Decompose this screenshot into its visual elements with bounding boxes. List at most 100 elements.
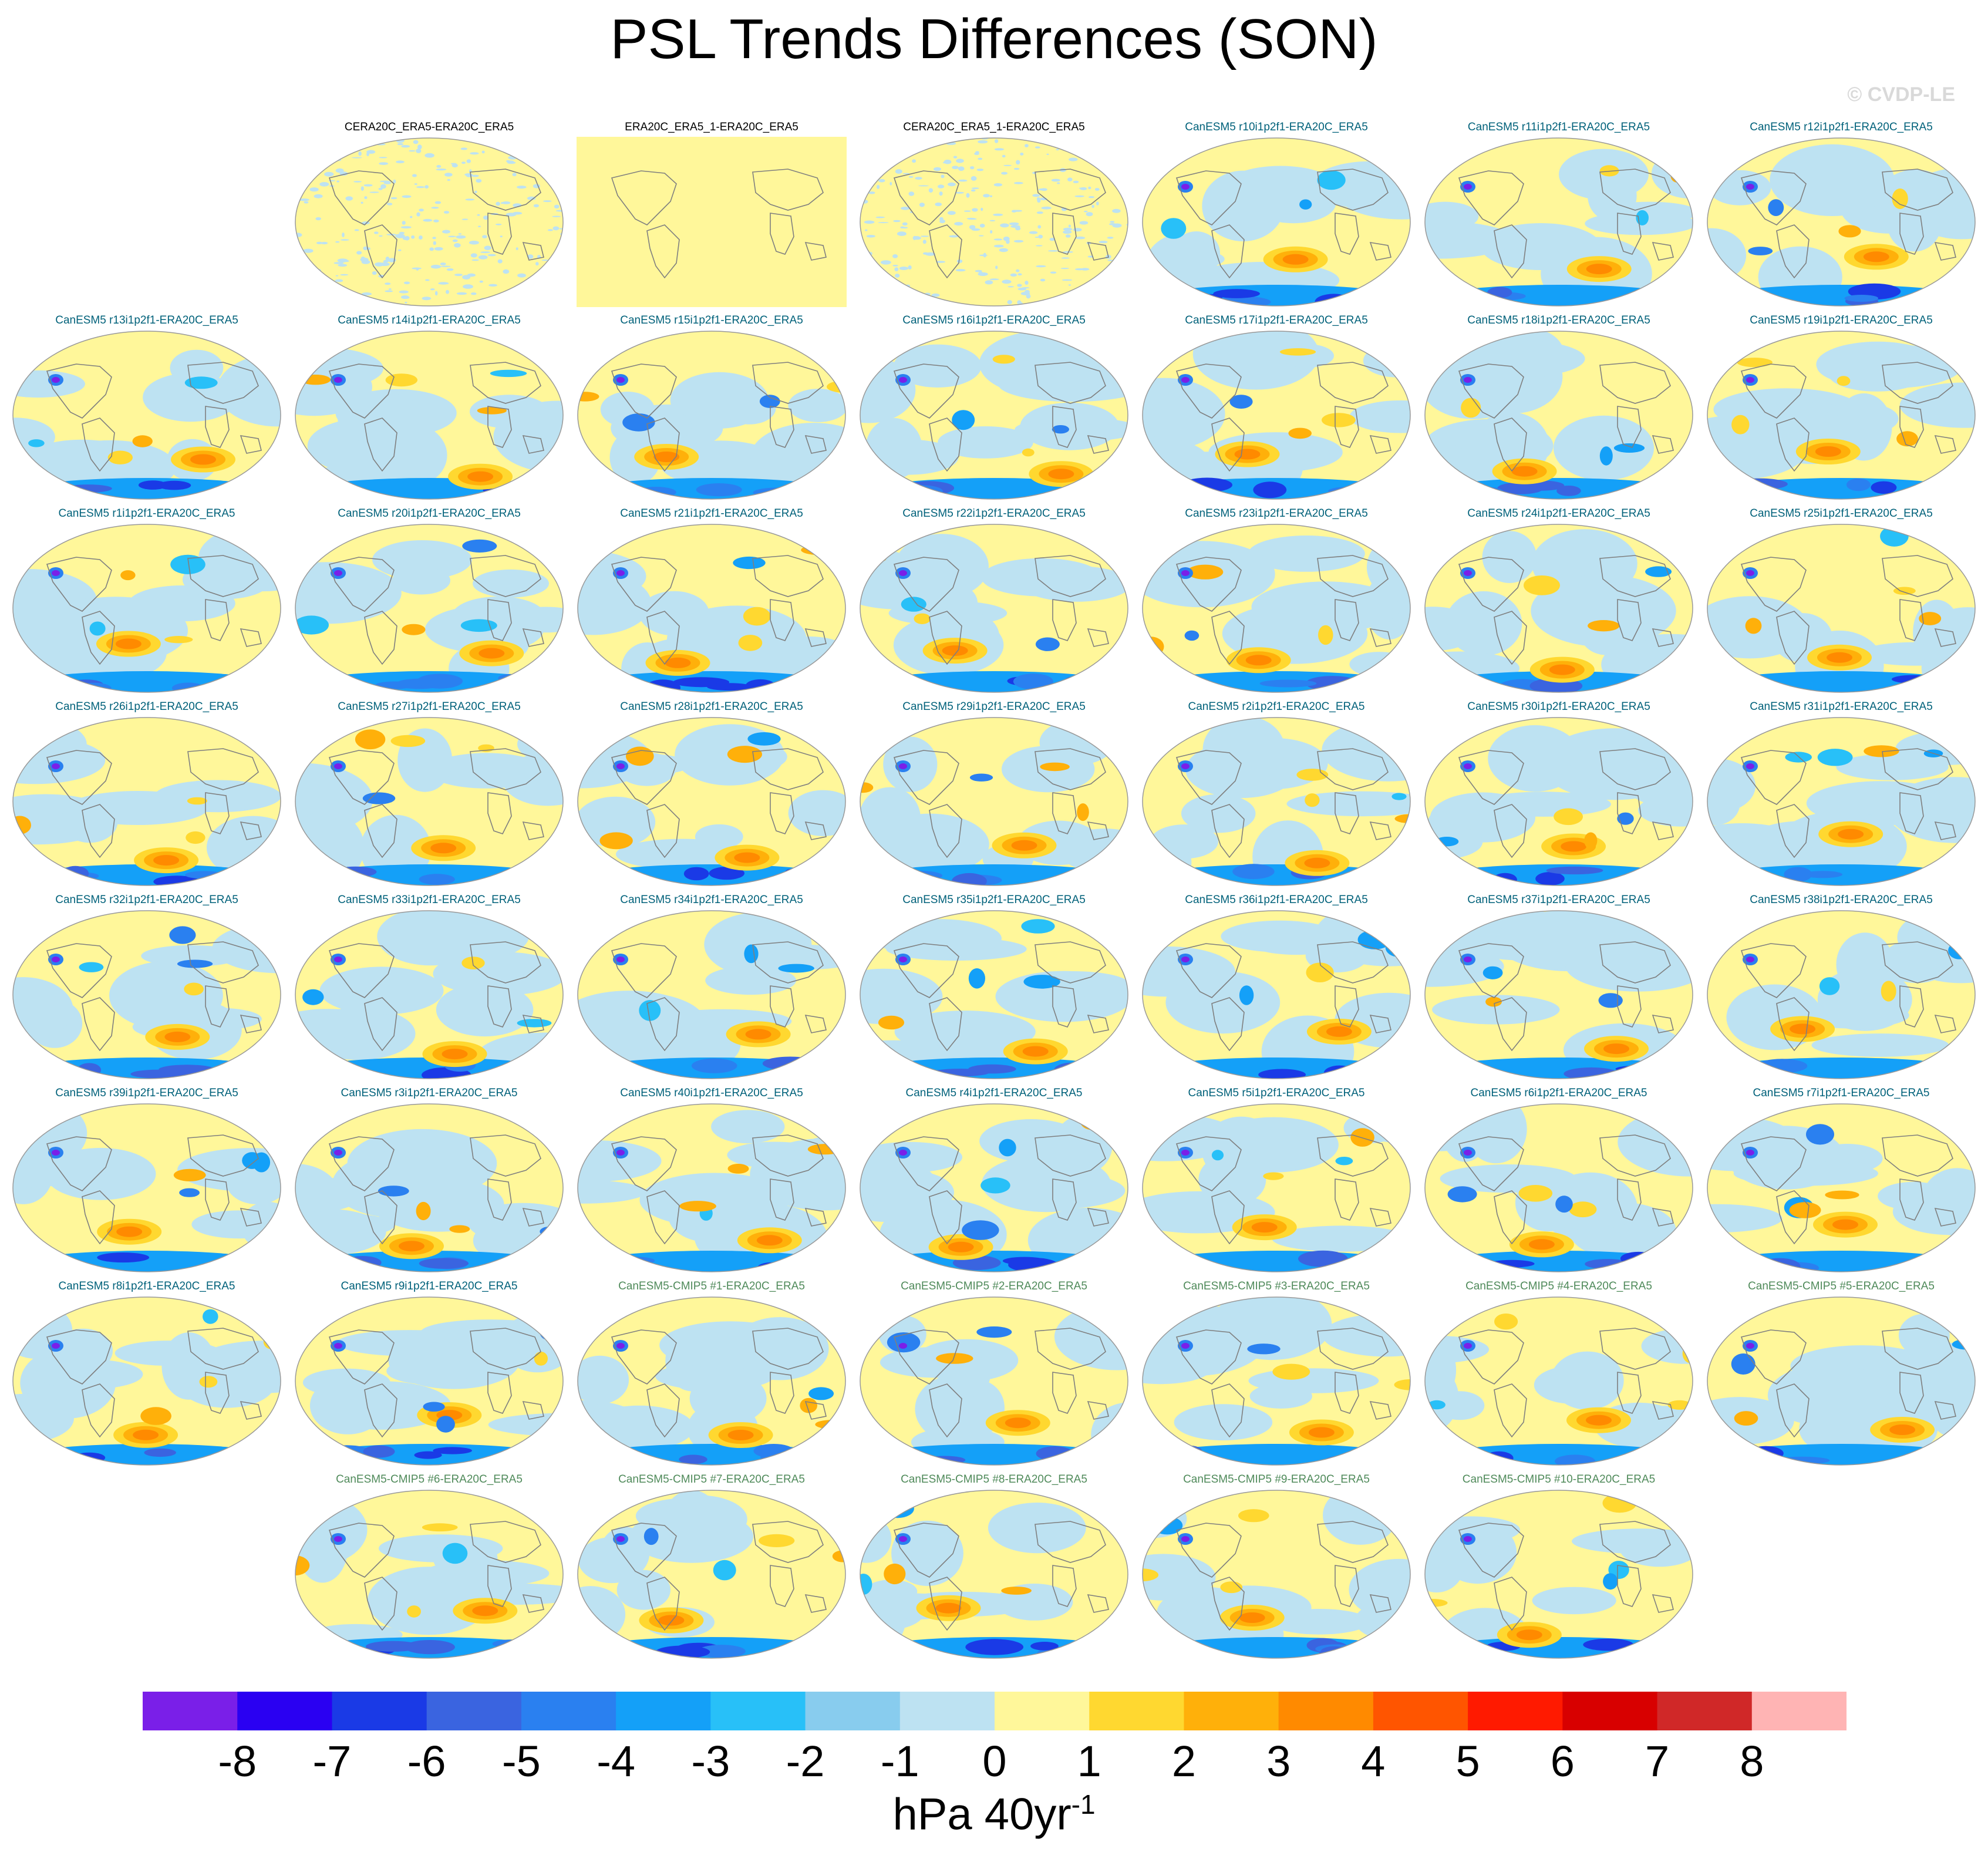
coastline [522, 1594, 544, 1613]
speckle-blob [860, 270, 861, 272]
coastline [1882, 362, 1953, 404]
field-blob-deep-negative [1425, 1447, 1460, 1460]
field-blob-small [449, 1225, 470, 1233]
speckle-blob [430, 264, 441, 269]
speckle-blob [403, 281, 410, 285]
colorbar-swatch [1278, 1692, 1374, 1730]
world-map [859, 330, 1129, 500]
panel-title: CanESM5 r11i1p2f1-ERA20C_ERA5 [1467, 121, 1650, 133]
coastline [1740, 557, 1807, 612]
map-panel: CanESM5 r29i1p2f1-ERA20C_ERA5 [856, 700, 1132, 891]
coastline [893, 557, 959, 612]
field-blob-plateau-core [1181, 957, 1190, 962]
field-blob-plateau-core [334, 957, 342, 962]
speckle-blob [978, 157, 983, 160]
field-blob-negative [1707, 415, 1809, 480]
coastline [1617, 985, 1642, 1028]
field-blob-deep-negative [1253, 481, 1287, 499]
coastline [1652, 241, 1674, 261]
map-panel: CanESM5 r2i1p2f1-ERA20C_ERA5 [1138, 700, 1414, 891]
coastline [1369, 628, 1391, 647]
speckle-blob [400, 226, 412, 229]
map-border [1424, 1296, 1693, 1466]
colorbar-tick-label: -4 [597, 1737, 636, 1786]
field-blob-negative [578, 1537, 645, 1584]
field-blob-negative [1551, 1351, 1624, 1410]
field-blob-positive [479, 648, 505, 659]
speckle-blob [1097, 144, 1102, 146]
field-blob-small [1806, 1124, 1834, 1145]
map-border [1424, 137, 1693, 307]
speckle-blob [361, 292, 372, 296]
map-panel: CanESM5 r26i1p2f1-ERA20C_ERA5 [9, 700, 285, 891]
speckle-blob [533, 204, 539, 208]
field-blob-negative [705, 966, 796, 995]
speckle-blob [866, 235, 875, 238]
map-panel: CanESM5 r1i1p2f1-ERA20C_ERA5 [9, 507, 285, 698]
speckle-blob [941, 174, 945, 179]
field-blob-positive [1790, 1023, 1816, 1035]
field-blob-small [1881, 981, 1896, 1002]
coastline [1175, 363, 1242, 419]
field-blob-deep-negative [144, 1448, 176, 1457]
speckle-blob [1016, 269, 1020, 272]
field-blob-negative [1198, 1153, 1266, 1206]
field-blob-negative [1921, 1168, 1975, 1237]
speckle-blob [989, 195, 993, 197]
field-blob-negative [420, 1319, 559, 1345]
speckle-blob [878, 288, 888, 292]
field-blob-deep-negative [1143, 1059, 1166, 1071]
world-map [577, 330, 847, 500]
field-blob-small [541, 917, 563, 935]
coastline [205, 599, 230, 641]
speckle-blob [555, 210, 563, 212]
speckle-blob [1060, 268, 1069, 270]
coastline [893, 750, 959, 805]
world-map [294, 910, 564, 1080]
field-blob-small [1447, 1186, 1477, 1203]
field-blob-plateau-core [1181, 377, 1190, 383]
field-blob-deep-negative [1756, 1059, 1808, 1073]
field-blob-negative [864, 1170, 954, 1214]
field-blob-deep-negative [1647, 287, 1693, 297]
coastline [1652, 435, 1674, 454]
map-border [12, 1103, 281, 1272]
field-blob-positive [115, 638, 141, 649]
coastline [1035, 1328, 1106, 1370]
field-blob-plateau-core [52, 1150, 60, 1156]
speckle-blob [451, 163, 458, 168]
field-blob-negative [1248, 536, 1365, 572]
speckle-blob [378, 187, 383, 190]
coastline [929, 224, 962, 279]
speckle-blob [442, 230, 450, 234]
speckle-blob [497, 259, 503, 264]
map-border [295, 1296, 564, 1466]
speckle-blob [1056, 182, 1060, 184]
field-blob-small [355, 729, 386, 750]
field-blob-positive [665, 657, 691, 668]
coastline [1599, 1328, 1671, 1370]
field-blob-positive [942, 645, 968, 656]
coastline [1317, 1328, 1389, 1370]
coastline [929, 997, 962, 1052]
coastline [364, 1190, 397, 1245]
coastline [1934, 1014, 1956, 1033]
speckle-blob [340, 274, 349, 276]
field-blob-deep-negative [1030, 1642, 1059, 1651]
speckle-blob [360, 201, 363, 204]
speckle-blob [479, 280, 483, 283]
field-blob-small [1299, 199, 1312, 210]
field-blob-deep-negative [1386, 1447, 1410, 1457]
field-blob-plateau-core [1746, 1150, 1754, 1156]
map-border [1707, 717, 1976, 886]
field-blob-small [1893, 587, 1916, 595]
coastline [487, 985, 512, 1028]
field-blob-small [402, 624, 426, 635]
field-blob-negative [22, 439, 141, 484]
coastline [611, 750, 677, 805]
field-blob-small [1494, 1314, 1518, 1330]
field-blob-plateau-core [52, 570, 60, 576]
coastline [1335, 406, 1359, 448]
coastline [82, 417, 115, 472]
coastline [82, 804, 115, 858]
